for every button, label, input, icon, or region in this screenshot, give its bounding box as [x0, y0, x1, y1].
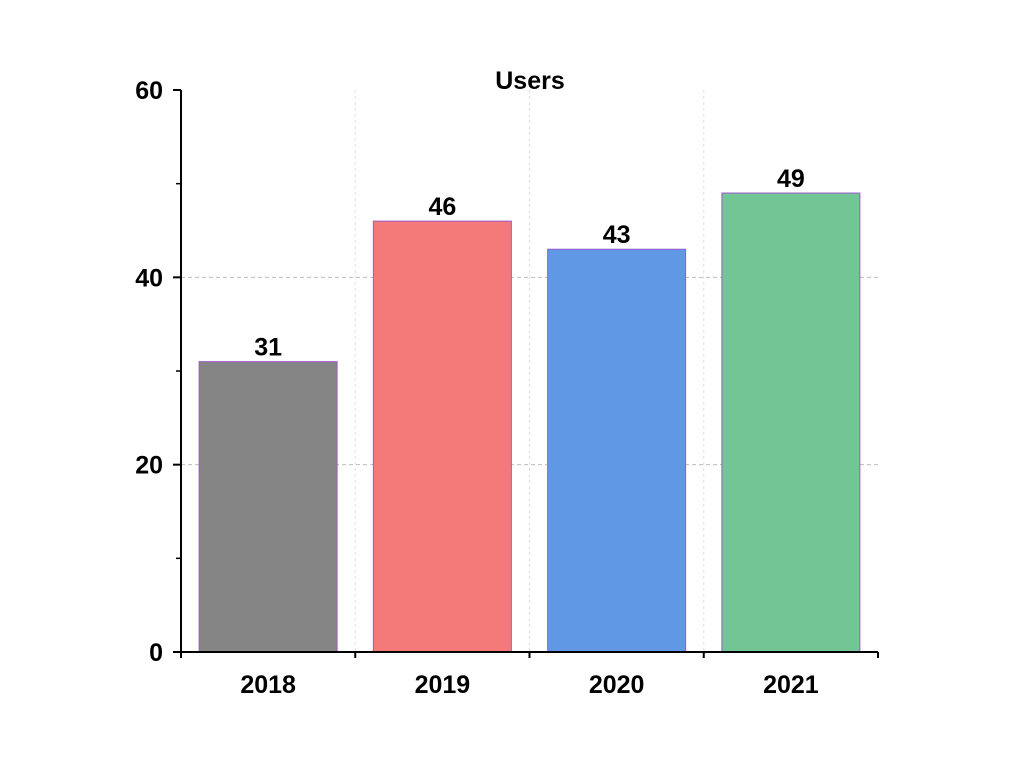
bars: [198, 192, 861, 653]
x-tick-label-2018: 2018: [240, 671, 296, 699]
bar-2021: [721, 192, 861, 653]
y-tick-label-60: 60: [135, 77, 163, 105]
y-tick-label-0: 0: [149, 639, 163, 667]
bar-2018: [198, 361, 338, 653]
grid-lines: [181, 90, 878, 652]
data-label-2018: 31: [254, 334, 282, 362]
y-tick-label-40: 40: [135, 264, 163, 292]
data-label-2021: 49: [777, 165, 805, 193]
data-labels: 31 46 43 49: [254, 165, 805, 362]
x-tick-label-2019: 2019: [415, 671, 471, 699]
data-label-2020: 43: [603, 221, 631, 249]
y-tick-label-20: 20: [135, 452, 163, 480]
data-label-2019: 46: [428, 193, 456, 221]
bar-2019: [372, 220, 512, 653]
x-tick-label-2021: 2021: [763, 671, 819, 699]
bar-2020: [547, 248, 687, 653]
axis-ticks: 2018 2019 2020 2021 0 20 40 60: [135, 77, 879, 699]
x-tick-label-2020: 2020: [589, 671, 645, 699]
